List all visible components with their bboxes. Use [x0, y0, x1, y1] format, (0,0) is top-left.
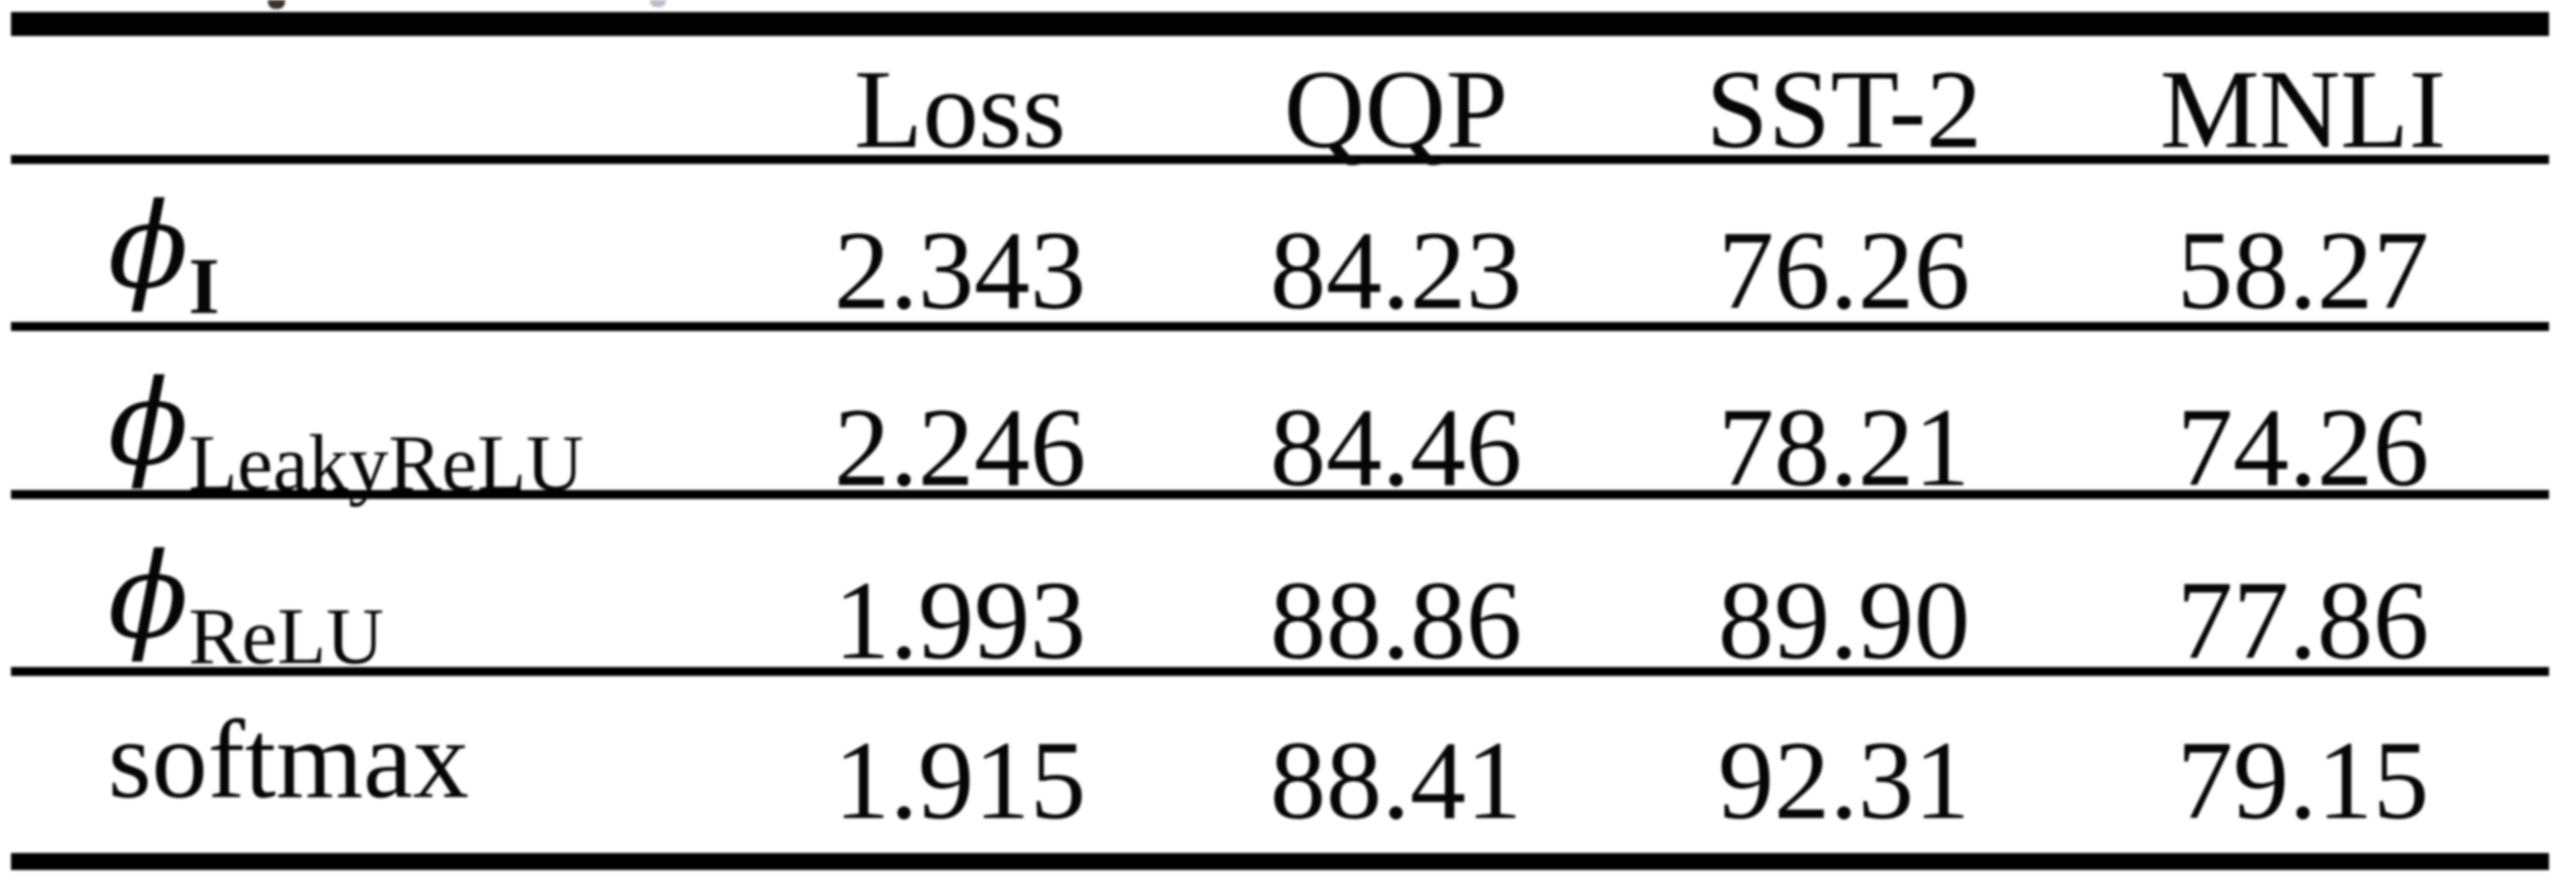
table-row: ϕI 2.343 84.23 76.26 58.27 [0, 164, 2560, 327]
row-separator-rule [11, 667, 2549, 676]
cell-loss: 2.246 [834, 386, 1086, 510]
table-row: softmax 1.915 88.41 92.31 79.15 [0, 676, 2560, 853]
cell-qqp: 84.46 [1270, 386, 1522, 510]
cell-qqp: 88.41 [1270, 719, 1522, 843]
row-separator-rule [11, 322, 2549, 331]
cropped-caption-descender-mark [650, 0, 666, 7]
cell-loss: 1.915 [834, 719, 1086, 843]
column-header-qqp: QQP [1283, 48, 1509, 172]
row-label-subscript: ReLU [188, 593, 384, 681]
table-row: ϕLeakyReLU 2.246 84.46 78.21 74.26 [0, 331, 2560, 504]
table-row: ϕReLU 1.993 88.86 89.90 77.86 [0, 499, 2560, 677]
table-bottom-rule [11, 853, 2549, 870]
cell-mnli: 77.86 [2177, 559, 2429, 683]
cell-loss: 1.993 [834, 559, 1086, 683]
cell-qqp: 84.23 [1270, 209, 1522, 333]
row-label-phi-identity: ϕI [108, 187, 220, 327]
phi-symbol: ϕ [108, 527, 189, 665]
cell-mnli: 79.15 [2177, 719, 2429, 843]
column-header-sst2: SST-2 [1705, 48, 1983, 172]
row-label-subscript: LeakyReLU [188, 420, 584, 508]
cell-sst2: 76.26 [1718, 209, 1970, 333]
phi-symbol: ϕ [108, 354, 189, 492]
row-label-phi-leakyrelu: ϕLeakyReLU [108, 364, 584, 504]
cell-sst2: 89.90 [1718, 559, 1970, 683]
column-header-mnli: MNLI [2159, 48, 2447, 172]
table-header-row: Loss QQP SST-2 MNLI [0, 36, 2560, 166]
cell-sst2: 78.21 [1718, 386, 1970, 510]
cell-mnli: 74.26 [2177, 386, 2429, 510]
row-label-phi-relu: ϕReLU [108, 537, 384, 677]
phi-symbol: ϕ [108, 177, 189, 315]
top-margin [0, 0, 2560, 12]
column-header-loss: Loss [854, 48, 1066, 172]
cell-loss: 2.343 [834, 209, 1086, 333]
row-separator-rule [11, 490, 2549, 499]
cropped-caption-descender-mark [268, 0, 285, 9]
header-separator-rule [11, 155, 2549, 164]
table-top-rule [11, 12, 2549, 36]
cell-mnli: 58.27 [2177, 209, 2429, 333]
cell-qqp: 88.86 [1270, 559, 1522, 683]
row-label-subscript: I [188, 243, 220, 331]
row-label-softmax: softmax [108, 704, 469, 837]
row-label-text: softmax [108, 698, 469, 822]
cell-sst2: 92.31 [1718, 719, 1970, 843]
